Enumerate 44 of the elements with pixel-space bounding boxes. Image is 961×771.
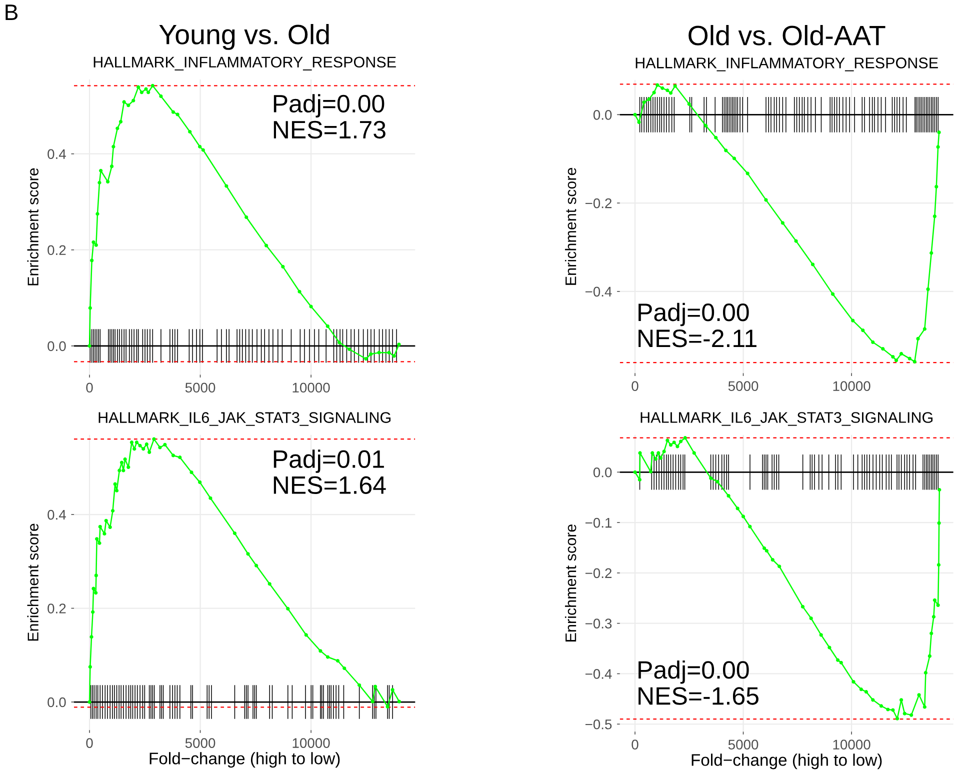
y-tick-label: 0.2 — [48, 245, 66, 256]
x-tick-label: 10000 — [833, 740, 870, 750]
x-tick-label: 0 — [632, 381, 638, 392]
y-tick-label: 0.4 — [48, 510, 66, 520]
x-axis-title: Fold−change (high to low) — [692, 754, 882, 770]
y-tick-label: 0.0 — [48, 341, 66, 352]
annotation: Padj=0.00 NES=-1.65 — [638, 660, 758, 705]
y-tick-label: 0.4 — [48, 149, 66, 160]
x-tick-label: 0 — [632, 740, 638, 750]
x-tick-label: 10000 — [833, 381, 870, 392]
y-tick-label: 0.0 — [593, 110, 612, 120]
chart-subtitle: HALLMARK_INFLAMMATORY_RESPONSE — [94, 56, 396, 70]
x-tick-label: 5000 — [185, 738, 216, 748]
y-tick-label: −0.1 — [585, 518, 612, 528]
chart-title: HALLMARK_IL6_JAK_STAT3_SIGNALING — [640, 412, 932, 426]
annotation: Padj=0.00 NES=1.73 — [274, 94, 386, 139]
x-axis-title: Fold−change (high to low) — [150, 752, 340, 768]
chart-title: Old vs. Old-AAT — [688, 24, 886, 46]
x-tick-label: 5000 — [728, 740, 758, 750]
y-tick-label: −0.2 — [585, 568, 612, 578]
y-axis-title: Enrichment score — [564, 168, 576, 285]
y-tick-label: 0.0 — [593, 467, 612, 478]
y-tick-label: −0.4 — [585, 669, 612, 679]
annotation: Padj=0.01 NES=1.64 — [274, 450, 386, 494]
chart-subtitle: HALLMARK_INFLAMMATORY_RESPONSE — [636, 58, 938, 72]
y-tick-label: −0.3 — [585, 618, 612, 628]
y-tick-label: −0.4 — [585, 286, 612, 297]
y-axis-title: Enrichment score — [564, 524, 576, 642]
x-tick-label: 10000 — [292, 738, 330, 748]
chart-title: HALLMARK_IL6_JAK_STAT3_SIGNALING — [98, 412, 390, 426]
y-tick-label: 0.2 — [48, 604, 66, 614]
x-tick-label: 0 — [86, 382, 93, 393]
x-tick-label: 10000 — [292, 382, 330, 393]
y-tick-label: 0.0 — [48, 697, 66, 708]
y-axis-title: Enrichment score — [27, 168, 38, 286]
text: B — [6, 4, 18, 20]
chart-title: Young vs. Old — [159, 24, 329, 50]
x-tick-label: 5000 — [185, 382, 216, 393]
x-tick-label: 5000 — [728, 381, 758, 392]
annotation: Padj=0.00 NES=-2.11 — [638, 302, 756, 348]
x-tick-label: 0 — [86, 738, 93, 748]
y-axis-title: Enrichment score — [27, 524, 38, 641]
y-tick-label: −0.2 — [585, 198, 612, 208]
y-tick-label: −0.5 — [585, 719, 612, 730]
